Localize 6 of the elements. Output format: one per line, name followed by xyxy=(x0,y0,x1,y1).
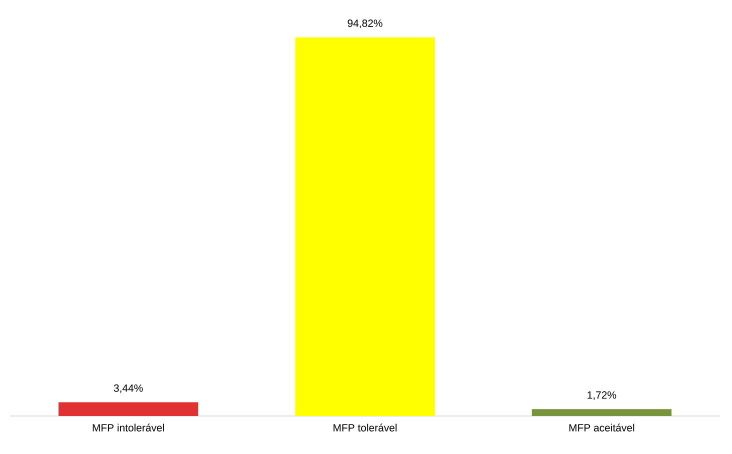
data-label: 1,72% xyxy=(588,391,616,400)
x-tick-label: MFP aceitável xyxy=(569,424,634,432)
x-tick-label: MFP tolerável xyxy=(334,424,397,432)
data-label: 94,82% xyxy=(348,20,382,28)
data-label: 3,44% xyxy=(114,384,143,394)
x-tick-label: MFP intolerável xyxy=(92,424,164,432)
